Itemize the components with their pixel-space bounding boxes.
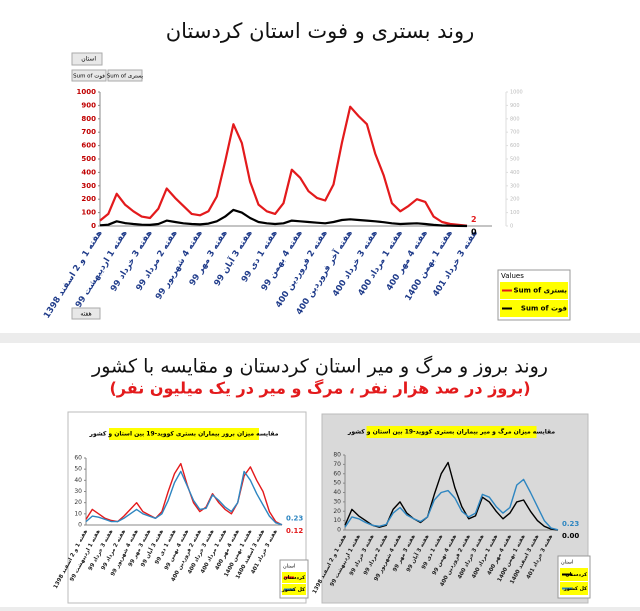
left-panel — [67, 411, 307, 604]
y-tick-label: 900 — [81, 101, 96, 109]
y-tick-label: 200 — [81, 195, 96, 203]
legend-entry-bg — [560, 582, 588, 595]
y2-tick-label: 1000 — [510, 90, 523, 96]
y-tick-label: 500 — [81, 155, 96, 163]
y-tick-label: 50 — [74, 466, 82, 473]
y-tick-label: 100 — [81, 209, 96, 217]
legend-entry-bg — [560, 568, 588, 581]
y2-tick-label: 600 — [510, 143, 520, 149]
y-tick-label: 60 — [333, 470, 341, 477]
y2-tick-label: 300 — [510, 183, 520, 189]
y-tick-label: 30 — [333, 498, 341, 505]
value-label: 2 — [471, 215, 477, 224]
y2-tick-label: 400 — [510, 170, 520, 176]
filter-button[interactable] — [71, 52, 103, 66]
legend-label: کردستان — [565, 572, 587, 578]
section-title: روند بروز و مرگ و میر استان کردستان و مق… — [91, 356, 548, 378]
y2-tick-label: 0 — [510, 224, 513, 230]
chart-title: مقایسه میزان بروز بیماران بستری کووید-19… — [89, 431, 279, 438]
chart-title-box — [366, 426, 537, 438]
axis-button-label: هفته — [80, 311, 91, 318]
y-tick-label: 600 — [81, 142, 96, 150]
field-button[interactable] — [107, 69, 143, 82]
section-subtitle: (بروز در صد هزار نفر ، مرگ و میر در یک م… — [109, 379, 530, 398]
legend-title: استان — [561, 560, 573, 566]
y-tick-label: 0 — [337, 527, 341, 534]
axis-button[interactable] — [71, 307, 101, 320]
legend-label: Sum of فوت — [521, 305, 567, 313]
y-tick-label: 10 — [74, 510, 82, 517]
series-line — [344, 478, 559, 531]
legend-label: کل کشور — [281, 587, 305, 593]
y-tick-label: 800 — [81, 115, 96, 123]
field-button[interactable] — [71, 69, 107, 82]
value-label: 0.12 — [286, 527, 303, 535]
y-tick-label: 60 — [74, 455, 82, 462]
y-tick-label: 30 — [74, 488, 82, 495]
field-button-label: Sum of بستری — [107, 74, 144, 80]
chart-title: مقایسه میزان مرگ و میر بیماران بستری کوو… — [347, 428, 555, 436]
legend-entry-bg — [500, 300, 568, 317]
y-tick-label: 70 — [333, 461, 341, 468]
y-tick-label: 20 — [74, 499, 82, 506]
y-tick-label: 20 — [333, 508, 341, 515]
legend-title: Values — [501, 272, 524, 280]
page-title: روند بستری و فوت استان کردستان — [166, 19, 475, 43]
y-tick-label: 40 — [333, 489, 341, 496]
y-tick-label: 10 — [333, 517, 341, 524]
field-button-label: Sum of فوت — [73, 74, 105, 80]
y-tick-label: 40 — [74, 477, 82, 484]
value-label: 0 — [471, 228, 477, 237]
right-panel — [321, 413, 589, 604]
legend-label: Sum of بستری — [514, 287, 568, 295]
value-label: 0.23 — [286, 515, 303, 523]
filter-button-label: استان — [81, 56, 96, 63]
y-tick-label: 700 — [81, 128, 96, 136]
legend-title: استان — [283, 564, 295, 570]
y-tick-label: 400 — [81, 168, 96, 176]
y2-tick-label: 100 — [510, 210, 520, 216]
y-tick-label: 0 — [78, 522, 82, 529]
y-tick-label: 300 — [81, 182, 96, 190]
y2-tick-label: 200 — [510, 197, 520, 203]
value-label: 0.23 — [562, 520, 579, 528]
legend-label: کردستان — [283, 575, 305, 581]
value-label: 0.00 — [562, 532, 579, 540]
series-line — [85, 470, 283, 526]
chart-title-box — [109, 428, 259, 440]
legend-entry-bg — [500, 282, 568, 299]
y-tick-label: 50 — [333, 480, 341, 487]
y2-tick-label: 800 — [510, 116, 520, 122]
y2-tick-label: 900 — [510, 103, 520, 109]
y-tick-label: 80 — [333, 452, 341, 459]
y2-tick-label: 500 — [510, 157, 520, 163]
series-line — [99, 208, 468, 228]
legend-label: کل کشور — [563, 586, 587, 592]
y-tick-label: 1000 — [77, 88, 97, 96]
series-line — [99, 105, 468, 227]
y2-tick-label: 700 — [510, 130, 520, 136]
y-tick-label: 0 — [91, 222, 96, 230]
series-line — [344, 461, 559, 531]
